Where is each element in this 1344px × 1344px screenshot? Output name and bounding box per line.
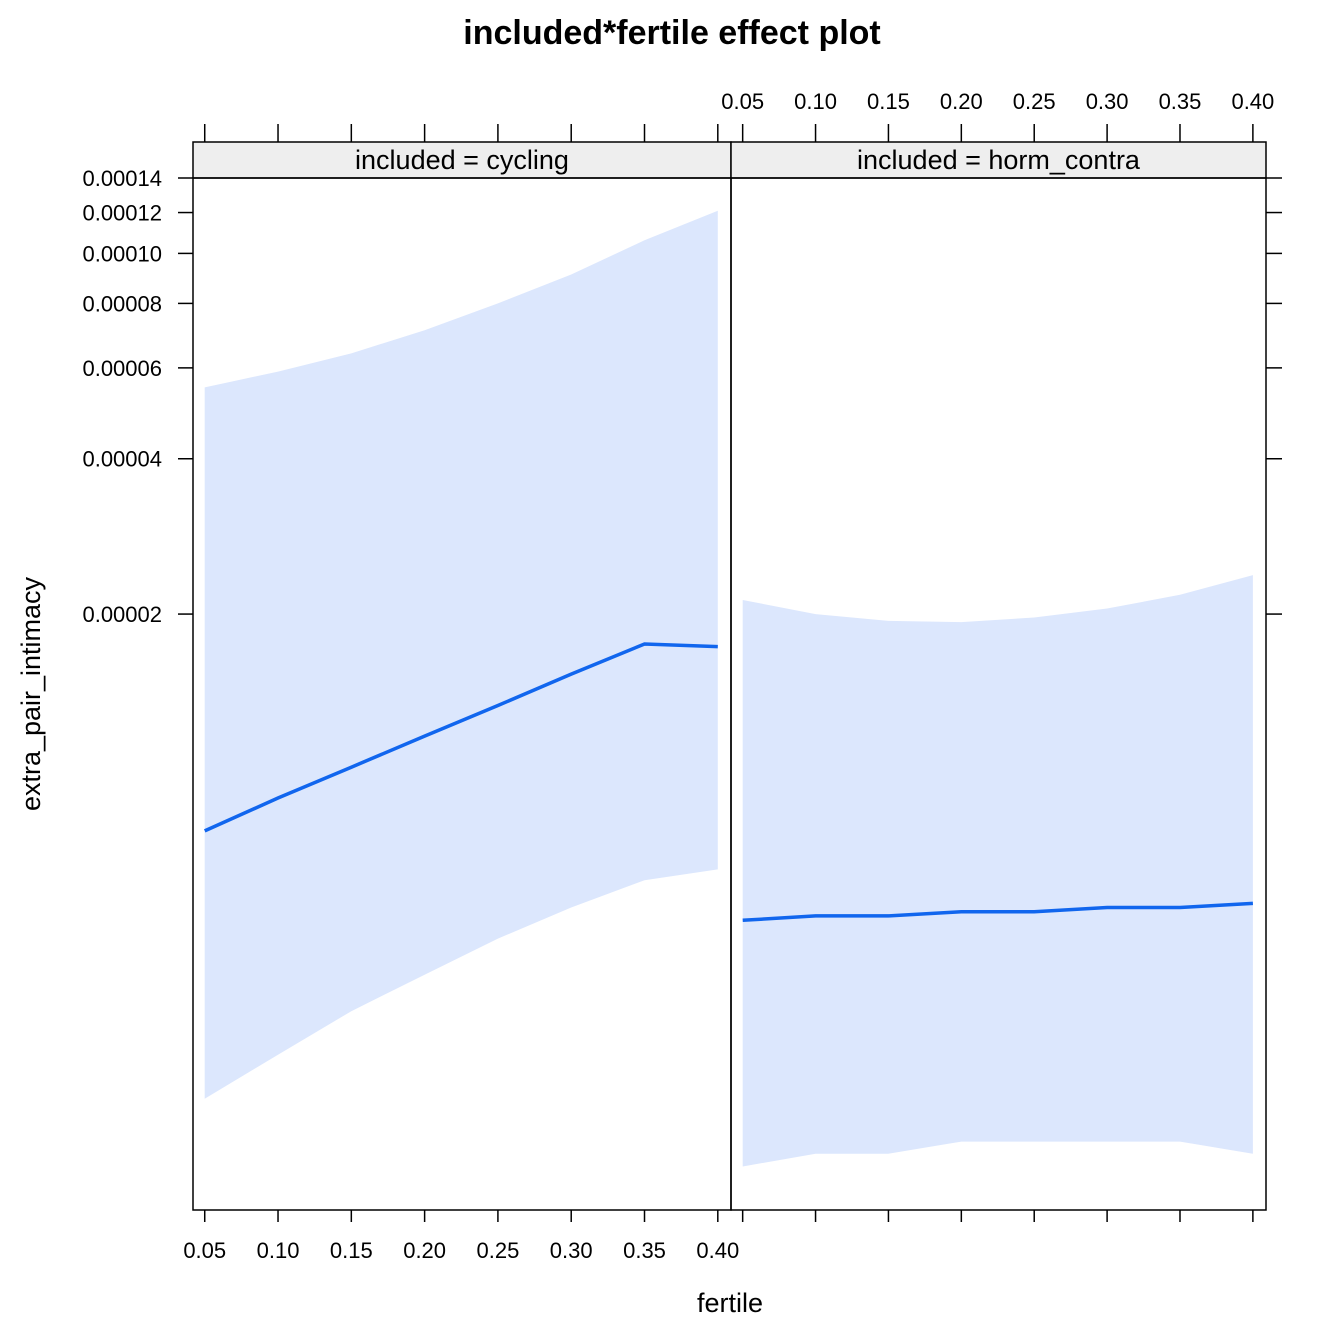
strip-label: included = horm_contra xyxy=(857,145,1141,175)
x-tick-label-top: 0.10 xyxy=(794,89,837,114)
x-tick-label-top: 0.05 xyxy=(721,89,764,114)
fit-line xyxy=(742,901,1253,923)
axes: 0.05 0.10 0.15 0.20 0.25 0.30 0.35 0.40 0.05 0.10… xyxy=(82,89,1282,1263)
x-tick-label: 0.40 xyxy=(696,1238,739,1263)
x-tick-label: 0.20 xyxy=(403,1238,446,1263)
y-tick-label: 0.00014 xyxy=(82,166,162,191)
strip-label: included = cycling xyxy=(355,145,569,175)
panel-frame xyxy=(730,177,1267,1211)
panels: included = cycling included = horm_contra xyxy=(192,141,1267,1211)
y-tick-label: 0.00002 xyxy=(82,602,162,627)
x-tick-label-top: 0.25 xyxy=(1013,89,1056,114)
x-tick-label-top: 0.30 xyxy=(1086,89,1129,114)
x-tick-label-top: 0.20 xyxy=(940,89,983,114)
y-tick-label: 0.00006 xyxy=(82,356,162,381)
x-tick-label: 0.10 xyxy=(257,1238,300,1263)
fit-line xyxy=(203,642,718,833)
x-tick-label: 0.15 xyxy=(330,1238,373,1263)
x-tick-label-top: 0.35 xyxy=(1159,89,1202,114)
y-tick-label: 0.00012 xyxy=(82,201,162,226)
y-tick-label: 0.00008 xyxy=(82,291,162,316)
confidence-band xyxy=(204,210,718,1099)
x-tick-label-top: 0.40 xyxy=(1231,89,1274,114)
x-tick-label: 0.05 xyxy=(183,1238,226,1263)
x-axis-label: fertile xyxy=(697,1288,763,1318)
y-axis-label: extra_pair_intimacy xyxy=(16,576,46,811)
x-tick-label-top: 0.15 xyxy=(867,89,910,114)
panel-2: included = horm_contra xyxy=(730,141,1267,1211)
panel-1: included = cycling xyxy=(192,141,732,1211)
x-tick-label: 0.30 xyxy=(550,1238,593,1263)
strip-header xyxy=(730,141,1267,179)
x-tick-label: 0.35 xyxy=(623,1238,666,1263)
y-tick-label: 0.00010 xyxy=(82,241,162,266)
chart-title: included*fertile effect plot xyxy=(463,14,881,52)
confidence-band xyxy=(742,575,1253,1167)
x-tick-label: 0.25 xyxy=(477,1238,520,1263)
y-tick-label: 0.00004 xyxy=(82,447,162,472)
